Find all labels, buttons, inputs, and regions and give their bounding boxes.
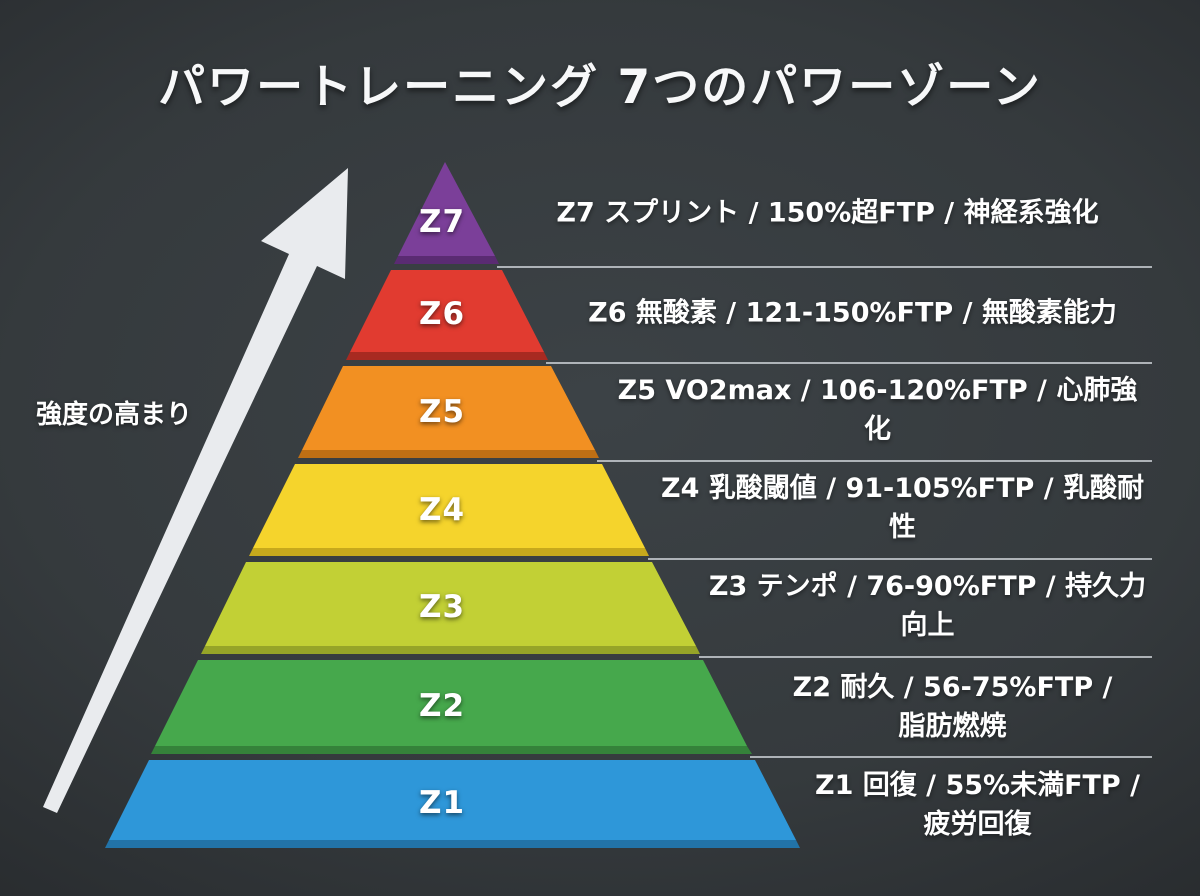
pyramid-layer-z7-shade bbox=[394, 256, 499, 264]
zone-desc-text: Z4 乳酸閾値 / 91-105%FTP / 乳酸耐性 bbox=[661, 472, 1144, 543]
pyramid-layer-z5 bbox=[302, 366, 595, 450]
pyramid-layer-z4 bbox=[253, 464, 645, 548]
zone-desc-text2: 脂肪燃焼 bbox=[898, 711, 1007, 742]
pyramid-layer-z4-shade bbox=[249, 548, 649, 556]
pyramid-layer-z1 bbox=[109, 760, 796, 840]
intensity-axis-label: 強度の高まり bbox=[35, 400, 192, 430]
zone-label-z4: Z4 bbox=[418, 492, 466, 528]
zone-desc-z6: Z6 無酸素 / 121-150%FTP / 無酸素能力 bbox=[555, 293, 1150, 332]
pyramid-layer-z5-shade bbox=[298, 450, 599, 458]
pyramid-layer-z6 bbox=[350, 270, 544, 352]
zone-desc-text2: 疲労回復 bbox=[923, 809, 1032, 840]
zone-desc-text: Z7 スプリント / 150%超FTP / 神経系強化 bbox=[556, 197, 1099, 229]
zone-desc-z4: Z4 乳酸閾値 / 91-105%FTP / 乳酸耐性 bbox=[655, 469, 1150, 547]
pyramid-layer-z7 bbox=[398, 162, 495, 256]
pyramid-layer-z2 bbox=[155, 660, 747, 746]
zone-label-z2: Z2 bbox=[418, 688, 466, 724]
page-title: パワートレーニング 7つのパワーゾーン bbox=[158, 60, 1042, 115]
zone-desc-z2: Z2 耐久 / 56-75%FTP / 脂肪燃焼 bbox=[755, 668, 1150, 746]
zone-desc-text: Z3 テンポ / 76-90%FTP / 持久力向上 bbox=[708, 570, 1147, 641]
pyramid-layer-z3 bbox=[205, 562, 696, 646]
zone-desc-text: Z1 回復 / 55%未満FTP / bbox=[815, 769, 1140, 801]
zone-label-z5: Z5 bbox=[418, 394, 466, 430]
zone-label-z6: Z6 bbox=[418, 296, 466, 332]
pyramid-layer-z3-shade bbox=[201, 646, 700, 654]
zone-label-z1: Z1 bbox=[418, 785, 466, 821]
zone-desc-text: Z5 VO2max / 106-120%FTP / 心肺強化 bbox=[617, 374, 1138, 445]
zone-desc-z5: Z5 VO2max / 106-120%FTP / 心肺強化 bbox=[605, 371, 1150, 449]
zone-desc-text: Z6 無酸素 / 121-150%FTP / 無酸素能力 bbox=[588, 297, 1117, 329]
pyramid-layer-z2-shade bbox=[151, 746, 752, 754]
pyramid-layer-z1-shade bbox=[105, 840, 800, 848]
zone-desc-z3: Z3 テンポ / 76-90%FTP / 持久力向上 bbox=[705, 567, 1150, 645]
zone-label-z7: Z7 bbox=[418, 204, 466, 240]
pyramid-layer-z6-shade bbox=[346, 352, 548, 360]
zone-desc-text: Z2 耐久 / 56-75%FTP / bbox=[792, 671, 1113, 703]
zone-desc-z1: Z1 回復 / 55%未満FTP / 疲労回復 bbox=[805, 766, 1150, 844]
zone-label-z3: Z3 bbox=[418, 589, 466, 625]
zone-desc-z7: Z7 スプリント / 150%超FTP / 神経系強化 bbox=[505, 193, 1150, 232]
intensity-arrow-icon bbox=[43, 168, 348, 813]
